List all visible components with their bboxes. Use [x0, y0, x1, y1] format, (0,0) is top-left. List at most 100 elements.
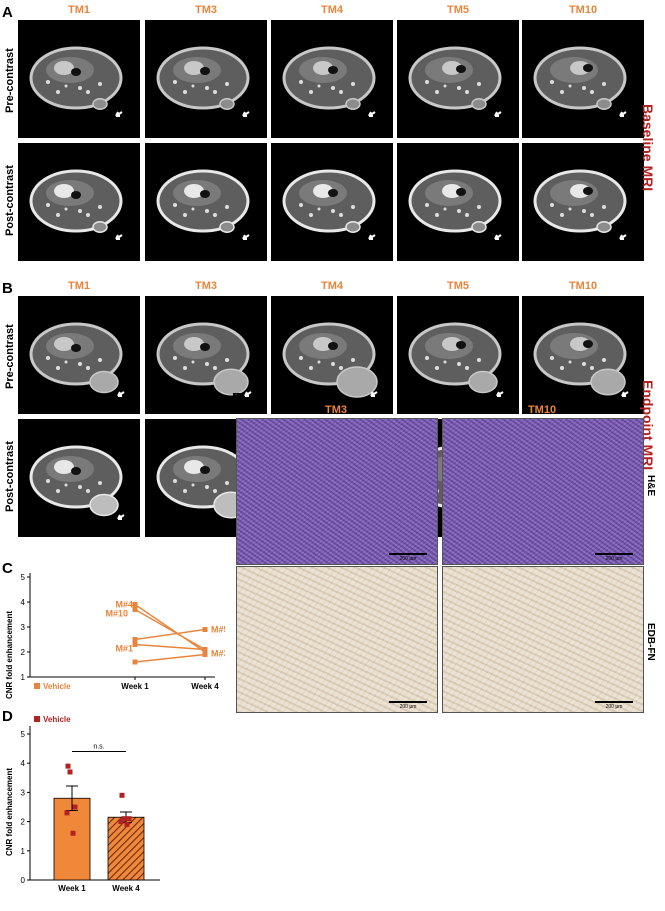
scale-bar [389, 701, 427, 703]
column-label-tm1: TM1 [68, 280, 90, 292]
chart-c-ylabel: CNR fold enhancement [5, 611, 14, 699]
mri-image [522, 20, 644, 138]
mri-image [18, 143, 140, 261]
chart-d-point [126, 816, 132, 822]
chart-d-point [67, 769, 73, 775]
chart-d-bar-1 [53, 797, 91, 881]
chart-c-point [202, 652, 208, 657]
mri-image [397, 296, 519, 414]
chart-c-point [132, 637, 138, 642]
histology-column-label-tm10: TM10 [527, 404, 557, 416]
panel-letter-d: D [2, 708, 13, 725]
chart-d-legend-swatch [34, 716, 40, 722]
panel-letter-b: B [2, 280, 13, 297]
chart-c-ytick-label: 1 [21, 673, 26, 682]
scale-bar [389, 553, 427, 555]
chart-c-line-m1 [134, 643, 206, 651]
chart-c-line: CNR fold enhancement 1 2 3 4 5 Week 1 Week 4 M… [5, 573, 225, 699]
chart-d-legend-label: Vehicle [43, 715, 71, 724]
chart-c-series-label: M#4 [115, 600, 133, 610]
chart-c-legend-swatch [34, 683, 40, 689]
chart-c-series-label: M#10 [105, 609, 128, 619]
mri-scan-drawing [533, 169, 627, 240]
mri-scan-drawing [29, 169, 123, 240]
chart-c-xtick-label: Week 1 [121, 682, 149, 691]
chart-d-ytick-label: 3 [21, 788, 26, 797]
mri-image [397, 20, 519, 138]
mri-scan-drawing [29, 46, 123, 117]
mri-scan-drawing [408, 322, 504, 397]
mri-scan-drawing [533, 322, 629, 397]
chart-d-point [64, 810, 70, 816]
chart-c-ytick-label: 4 [21, 598, 26, 607]
row-label-pre-contrast: Pre-contrast [4, 48, 16, 113]
mri-scan-drawing [156, 169, 250, 240]
column-label-tm3: TM3 [195, 280, 217, 292]
chart-d-point [72, 804, 78, 810]
chart-c-right-label: M#5 [211, 625, 225, 635]
chart-c-point [202, 647, 208, 652]
mri-image [145, 20, 267, 138]
edb-fn-stain-image: 200 µm [236, 566, 438, 713]
chart-d-ticks: 0 1 2 3 4 5 [21, 730, 30, 885]
mri-scan-drawing [29, 322, 125, 397]
chart-c-point [132, 659, 138, 665]
column-label-tm4: TM4 [321, 280, 343, 292]
chart-d-ytick-label: 1 [21, 847, 26, 856]
chart-c-series-label: M#1 [115, 644, 133, 654]
mri-image [18, 296, 140, 414]
chart-c-point [132, 602, 138, 607]
column-label-tm3: TM3 [195, 4, 217, 16]
chart-c-legend: Vehicle [34, 682, 71, 691]
chart-d-significance-label: n.s. [93, 744, 104, 751]
column-label-tm5: TM5 [447, 280, 469, 292]
chart-d-bar-2 [107, 816, 145, 881]
column-label-tm1: TM1 [68, 4, 90, 16]
scale-bar-label: 200 µm [399, 556, 417, 562]
chart-d-xtick-label: Week 1 [58, 884, 86, 893]
mri-image [397, 143, 519, 261]
chart-c-series: M#4M#10 M#1 M#5 M#3 [105, 600, 225, 665]
scale-bar [595, 553, 633, 555]
mri-image [522, 296, 644, 414]
chart-d-ytick-label: 5 [21, 730, 26, 739]
chart-d-point [70, 830, 76, 836]
chart-c-ytick-label: 2 [21, 648, 26, 657]
mri-scan-drawing [533, 46, 627, 117]
chart-c-line-m3 [134, 653, 206, 663]
he-stain-image: 200 µm [442, 418, 644, 565]
mri-image [522, 143, 644, 261]
chart-d-bar: CNR fold enhancement Vehicle 0 1 2 3 4 5 Week… [5, 715, 160, 893]
scale-bar-label: 200 µm [399, 704, 417, 710]
chart-c-line-m4 [134, 603, 206, 653]
chart-c-ytick-label: 5 [21, 573, 26, 582]
mri-image [145, 296, 267, 414]
chart-d-ytick-label: 0 [21, 876, 26, 885]
chart-c-point [132, 607, 138, 612]
chart-c-line-m5 [134, 628, 206, 641]
mri-scan-drawing [408, 169, 502, 240]
row-label-post-contrast: Post-contrast [4, 165, 16, 236]
mri-scan-drawing [282, 322, 378, 398]
chart-c-ytick-label: 3 [21, 623, 26, 632]
panel-letter-a: A [2, 4, 13, 21]
chart-d-point [121, 816, 127, 822]
mri-image [18, 419, 140, 537]
edb-fn-stain-image: 200 µm [442, 566, 644, 713]
scale-bar-label: 200 µm [605, 556, 623, 562]
mri-image [18, 20, 140, 138]
mri-scan-drawing [29, 445, 125, 520]
mri-scan-drawing [156, 46, 250, 117]
chart-c-legend-label: Vehicle [43, 682, 71, 691]
he-stain-image: 200 µm [236, 418, 438, 565]
panel-letter-e: E [232, 390, 243, 407]
chart-c-ticks: 1 2 3 4 5 Week 1 Week 4 [21, 573, 220, 691]
mri-image [271, 296, 393, 414]
panel-letter-c: C [2, 560, 13, 577]
chart-d-ytick-label: 4 [21, 759, 26, 768]
histology-column-label-tm3: TM3 [325, 404, 347, 416]
chart-d-bars: Week 1 Week 4 n.s. [53, 744, 145, 893]
scale-bar-label: 200 µm [605, 704, 623, 710]
column-label-tm10: TM10 [568, 280, 598, 292]
chart-c-point [132, 642, 138, 647]
